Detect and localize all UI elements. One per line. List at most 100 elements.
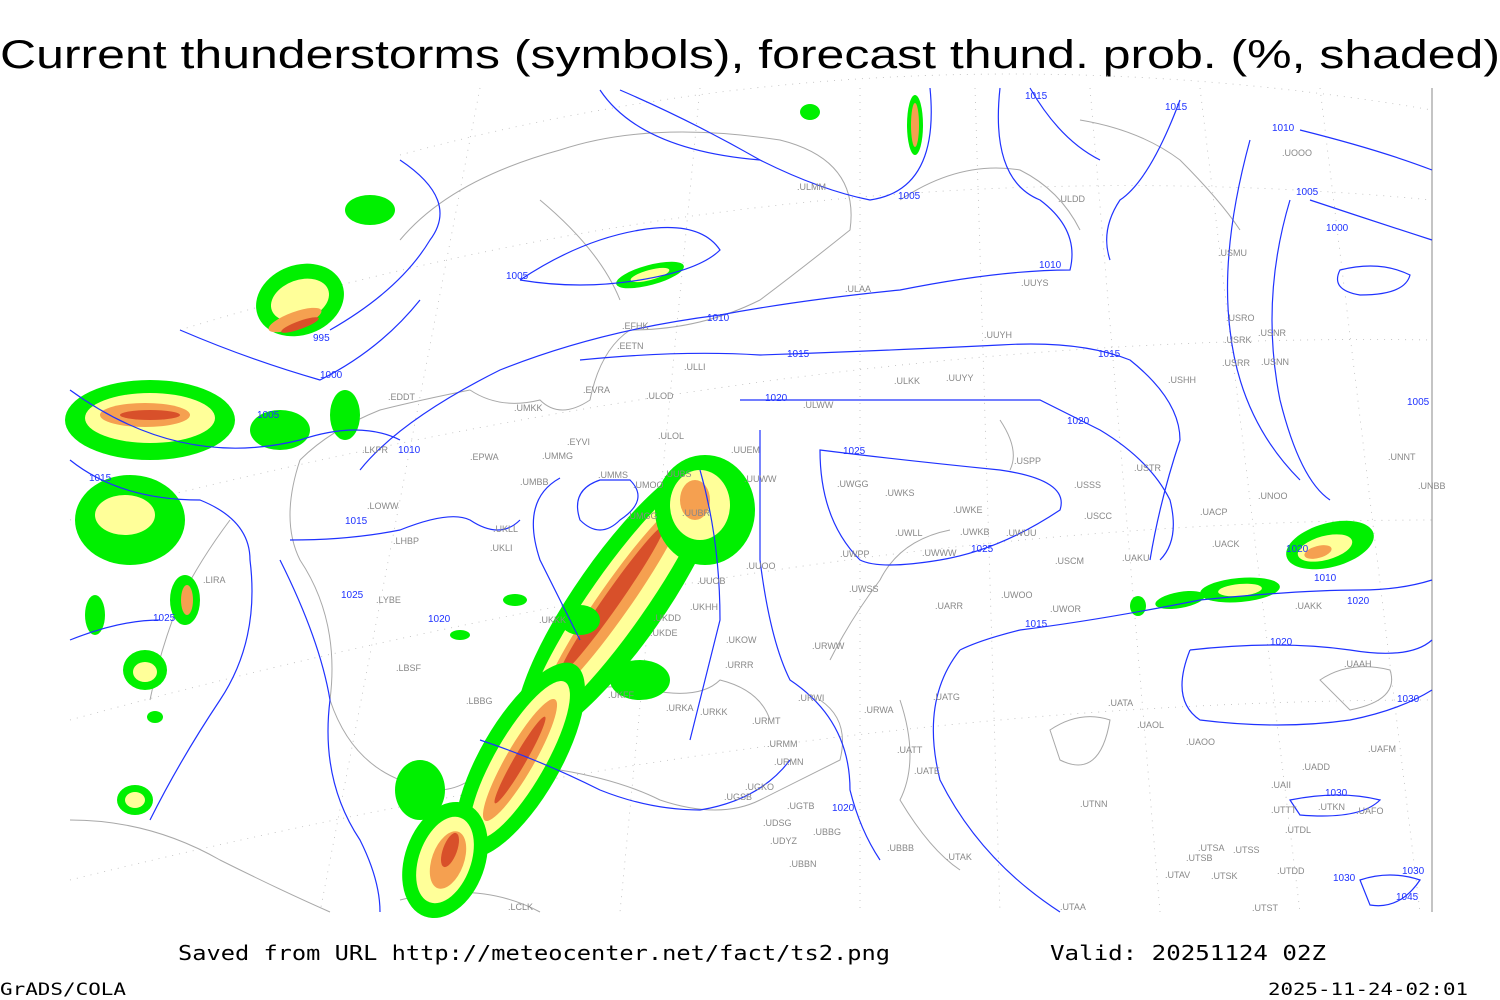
coastline <box>289 459 401 781</box>
probability-area-prob-low <box>330 390 360 440</box>
station-label: .UKKK <box>539 615 566 625</box>
station-label: .UTDD <box>1277 866 1305 876</box>
coastline <box>1079 119 1241 231</box>
station-label: .UTNN <box>1080 799 1108 809</box>
coastline <box>299 389 471 461</box>
station-label: .UBBN <box>789 859 817 869</box>
station-label: .USMU <box>1218 248 1247 258</box>
isobar-label: 1010 <box>707 313 730 324</box>
station-label: .UWGG <box>837 479 869 489</box>
isobar-label: 1015 <box>787 349 810 360</box>
probability-area-prob-low <box>147 711 163 723</box>
isobars <box>69 87 1433 913</box>
station-label: .ULMM <box>797 182 826 192</box>
station-label: .UAKK <box>1295 601 1322 611</box>
thunderstorm-probability-shading <box>65 95 1374 919</box>
probability-area-prob-mid <box>125 792 145 808</box>
station-label: .USRR <box>1222 358 1251 368</box>
coastline <box>999 419 1014 471</box>
station-label: .UUBR <box>682 508 711 518</box>
isobar-line <box>69 389 401 449</box>
station-label: .UWWW <box>922 548 957 558</box>
coastline <box>399 766 761 811</box>
isobar-line <box>359 87 1073 471</box>
isobar-label: 1020 <box>1286 544 1309 555</box>
station-label: .USRO <box>1226 313 1255 323</box>
probability-area-prob-low <box>610 660 670 700</box>
station-label: .EPWA <box>470 452 499 462</box>
isobar-label: 1010 <box>398 445 421 456</box>
station-label: .UKDD <box>653 613 682 623</box>
station-label: .UTAA <box>1060 902 1086 912</box>
station-label: .ULAA <box>845 284 871 294</box>
coastline <box>1319 666 1392 711</box>
station-label: .UWOR <box>1050 604 1081 614</box>
coastline <box>899 167 1081 231</box>
station-label: .ULKK <box>894 376 920 386</box>
isobar-label: 1010 <box>1039 260 1062 271</box>
station-label: .ULLI <box>684 362 706 372</box>
isobar-line <box>1359 874 1421 907</box>
isobar-line <box>579 343 1181 561</box>
station-label: .UUYH <box>984 330 1012 340</box>
coastline <box>829 529 951 661</box>
station-label: .UKLL <box>493 524 518 534</box>
isobar-line <box>1106 99 1181 261</box>
station-label: .UTKN <box>1318 802 1345 812</box>
station-label: .UWUU <box>1006 528 1037 538</box>
station-label: .UUOB <box>697 576 726 586</box>
station-label: .UGTB <box>787 801 815 811</box>
probability-area-prob-mid <box>1218 583 1262 597</box>
probability-area-prob-high <box>680 480 710 520</box>
probability-area-prob-low <box>450 630 470 640</box>
isobar-label: 1025 <box>153 613 176 624</box>
isobar-line <box>599 87 932 201</box>
station-label: .USCM <box>1055 556 1084 566</box>
station-label: .UMMS <box>598 470 628 480</box>
station-label: .EYVI <box>567 437 590 447</box>
station-label: .URMN <box>774 757 804 767</box>
station-label: .UOOO <box>1282 148 1312 158</box>
station-label: .UADD <box>1302 762 1331 772</box>
probability-area-prob-low <box>800 104 820 120</box>
station-label: .UKOW <box>726 635 757 645</box>
probability-area-prob-low <box>85 595 105 635</box>
station-label: .UKLI <box>490 543 513 553</box>
station-label: .UWSS <box>849 584 879 594</box>
station-label: .UTSA <box>1198 843 1225 853</box>
isobar-line <box>819 449 1062 566</box>
isobar-label: 1015 <box>345 516 368 527</box>
station-label: .EETN <box>617 341 644 351</box>
station-label: .EVRA <box>583 385 610 395</box>
station-label: .ULOL <box>658 431 684 441</box>
generated-timestamp: 2025-11-24-02:01 <box>1268 980 1468 1000</box>
probability-area-prob-low <box>503 594 527 606</box>
grid-line <box>69 519 1433 721</box>
station-label: .UMKK <box>514 403 543 413</box>
isobar-label: 1005 <box>257 410 280 421</box>
station-label: .UWKB <box>960 527 990 537</box>
station-label: .UTSK <box>1211 871 1238 881</box>
isobar-line <box>932 649 1061 913</box>
isobar-line <box>1019 579 1433 631</box>
isobar-label: 1025 <box>971 544 994 555</box>
station-label: .ULWW <box>803 400 834 410</box>
station-label: .URKK <box>700 707 728 717</box>
coastline <box>899 699 961 871</box>
station-label: .LKPR <box>362 445 389 455</box>
station-label: .UAKU <box>1122 553 1150 563</box>
station-label: .UUOO <box>746 561 776 571</box>
valid-time-text: Valid: 20251124 02Z <box>1050 941 1326 965</box>
station-label: .ULDD <box>1058 194 1086 204</box>
station-label: .UATA <box>1108 698 1133 708</box>
isobar-labels: 1015 1015 1010 1005 1000 1005 1005 1010 1005 995 1… <box>89 91 1430 903</box>
isobar-line <box>479 739 791 811</box>
coastline <box>1049 716 1111 766</box>
station-label: .UMBB <box>520 477 549 487</box>
probability-area-prob-low <box>395 760 445 820</box>
isobar-label: 1015 <box>1098 349 1121 360</box>
isobar-label: 1015 <box>1025 619 1048 630</box>
station-label: .LIRA <box>203 575 226 585</box>
station-label: .UGKO <box>745 782 774 792</box>
probability-area-prob-mid <box>133 662 157 682</box>
